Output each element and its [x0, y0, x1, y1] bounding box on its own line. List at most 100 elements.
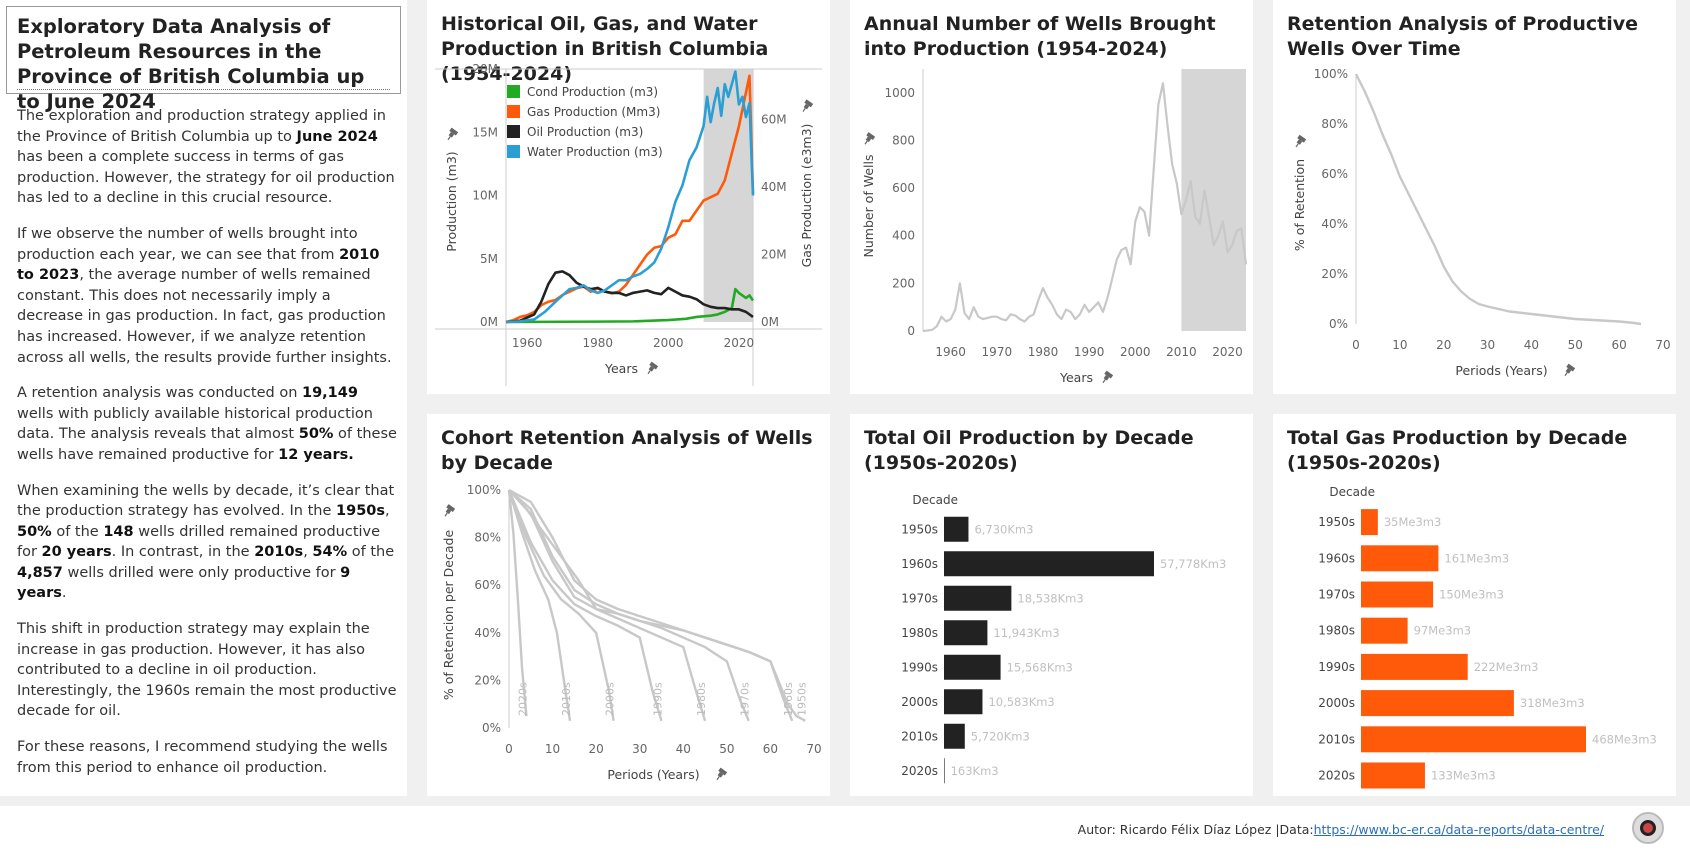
y-tick-label: 100%: [467, 483, 501, 497]
series-label: 1990s: [652, 682, 665, 716]
x-tick-label: 2020: [724, 336, 755, 350]
bar: [1361, 762, 1425, 789]
bar-category-label: 1950s: [901, 522, 938, 536]
series-line-2000s: [507, 489, 615, 722]
series-label: 1970s: [739, 682, 752, 716]
y-tick-label: 80%: [1321, 117, 1348, 131]
legend-swatch: [507, 145, 520, 158]
x-tick-label: 60: [1612, 338, 1627, 352]
x-tick-label: 20: [589, 742, 604, 756]
legend-label: Oil Production (m3): [527, 125, 643, 139]
y2-tick-label: 60M: [761, 113, 787, 127]
bar-category-label: 1980s: [901, 626, 938, 640]
pin-icon: [802, 99, 814, 112]
y-axis-title: % of Retencion per Decade: [441, 530, 456, 701]
bar-category-label: 1970s: [901, 591, 938, 605]
production-chart[interactable]: 0M 5M 10M 15M 20M 1960 1980 2000 2020 Years Produc…: [427, 0, 830, 394]
title-underline: [17, 89, 390, 90]
gas-decade-chart-card: Total Gas Production by Decade (1950s-20…: [1273, 414, 1676, 796]
page-title: Exploratory Data Analysis of Petroleum R…: [17, 15, 365, 113]
oil-decade-chart-card: Total Oil Production by Decade (1950s-20…: [850, 414, 1253, 796]
wells-chart-title: Annual Number of Wells Brought into Prod…: [864, 13, 1216, 60]
bar: [944, 620, 988, 646]
series-line-cond-production-m3-: [505, 287, 755, 324]
bar-value-label: 10,583Km3: [988, 695, 1054, 709]
series-line-gas-production-mm3-: [505, 74, 755, 324]
data-source-link[interactable]: https://www.bc-er.ca/data-reports/data-c…: [1313, 822, 1604, 837]
bar: [944, 551, 1154, 577]
series-label: 1980s: [695, 682, 708, 716]
x-tick-label: 2000: [1120, 345, 1151, 359]
x-tick-label: 1980: [1028, 345, 1059, 359]
x-tick-label: 50: [719, 742, 734, 756]
x-tick-label: 10: [1392, 338, 1407, 352]
y2-tick-label: 20M: [761, 248, 787, 262]
bar: [1361, 690, 1514, 717]
bar-value-label: 161Me3m3: [1444, 551, 1509, 565]
bar-category-label: 1970s: [1318, 588, 1355, 602]
retention-chart-title: Retention Analysis of Productive Wells O…: [1287, 13, 1639, 60]
y-tick-label: 0: [907, 324, 915, 338]
legend-label: Water Production (m3): [527, 145, 663, 159]
y-tick-label: 40%: [474, 626, 501, 640]
gas-decade-chart[interactable]: Decade 1950s 35Me3m3 1960s 161Me3m3 1970s 150M…: [1273, 414, 1676, 796]
production-chart-card: Historical Oil, Gas, and Water Productio…: [427, 0, 830, 394]
bar: [944, 516, 969, 542]
series-line-0: [1354, 73, 1642, 326]
pin-icon: [647, 361, 659, 375]
series-label: 2010s: [560, 682, 573, 716]
y-tick-label: 20M: [472, 62, 498, 76]
bar: [944, 654, 1001, 680]
bar-category-label: 1980s: [1318, 624, 1355, 638]
bar-value-label: 18,538Km3: [1017, 591, 1083, 605]
wells-chart[interactable]: 0 200 400 600 800 1000 1960 1970 1980 1990 2000 201…: [850, 0, 1253, 394]
x-tick-label: 2020: [1212, 345, 1243, 359]
x-tick-label: 20: [1436, 338, 1451, 352]
x-tick-label: 0: [1352, 338, 1360, 352]
y-tick-label: 60%: [1321, 167, 1348, 181]
x-tick-label: 2010: [1166, 345, 1197, 359]
x-axis-title: Years: [604, 361, 638, 376]
legend-label: Gas Production (Mm3): [527, 105, 660, 119]
y2-axis-title: Gas Production (e3m3): [799, 124, 814, 268]
gas-decade-chart-title: Total Gas Production by Decade (1950s-20…: [1287, 427, 1628, 474]
series-label: 1950s: [795, 682, 808, 716]
bar: [944, 585, 1012, 611]
y-tick-label: 600: [892, 181, 915, 195]
retention-chart[interactable]: 0% 20% 40% 60% 80% 100% 0 10 20 30 40 50 60 70 Periods…: [1273, 0, 1676, 394]
x-axis-title: Periods (Years): [1455, 363, 1547, 378]
bar-value-label: 318Me3m3: [1520, 696, 1585, 710]
y-tick-label: 10M: [472, 189, 498, 203]
bar-value-label: 97Me3m3: [1414, 624, 1471, 638]
x-tick-label: 1970: [982, 345, 1013, 359]
y-tick-label: 40%: [1321, 217, 1348, 231]
series-line-2010s: [507, 489, 572, 722]
legend-swatch: [507, 125, 520, 138]
series-line-2020s: [507, 489, 528, 717]
bar-value-label: 150Me3m3: [1439, 588, 1504, 602]
story-title-box: Exploratory Data Analysis of Petroleum R…: [6, 6, 401, 113]
y-tick-label: 0%: [482, 721, 501, 735]
series-label: 2000s: [604, 682, 617, 716]
y-tick-label: 100%: [1314, 67, 1348, 81]
bar-category-label: 2000s: [1318, 696, 1355, 710]
legend-label: Cond Production (m3): [527, 85, 658, 99]
oil-decade-chart[interactable]: Decade 1950s 6,730Km3 1960s 57,778Km3 1970s 18…: [850, 414, 1253, 796]
bar: [1361, 726, 1586, 753]
logo-center: [1640, 820, 1656, 836]
series-label: 2020s: [516, 682, 529, 716]
x-tick-label: 70: [806, 742, 821, 756]
story-paragraph-6: For these reasons, I recommend studying …: [17, 739, 388, 776]
bar-category-label: 2020s: [1318, 769, 1355, 783]
bar: [1361, 617, 1408, 644]
y-axis-title: % of Retention: [1292, 159, 1307, 251]
y-tick-label: 20%: [474, 673, 501, 687]
story-paragraph-2: If we observe the number of wells brough…: [17, 225, 392, 366]
x-tick-label: 1960: [935, 345, 966, 359]
oil-decade-chart-title: Total Oil Production by Decade (1950s-20…: [864, 427, 1194, 474]
bar: [1361, 545, 1439, 572]
series-line-1950s: [508, 489, 806, 722]
x-axis-title: Years: [1059, 370, 1093, 385]
x-tick-label: 70: [1655, 338, 1670, 352]
cohort-chart[interactable]: 0% 20% 40% 60% 80% 100% 0 10 20 30 40 50 60 70 Periods…: [427, 414, 830, 796]
